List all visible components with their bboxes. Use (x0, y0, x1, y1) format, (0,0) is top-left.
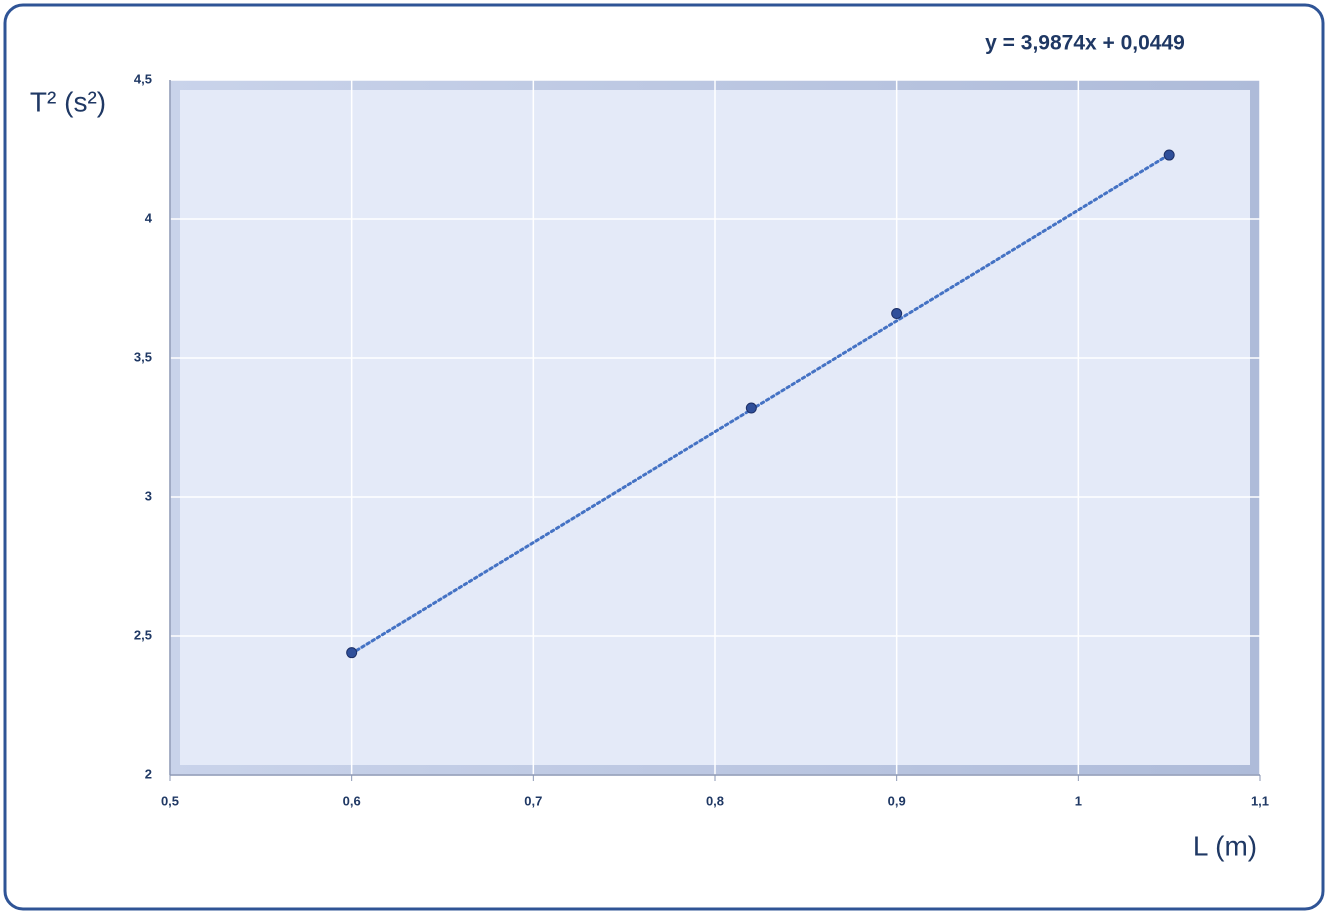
y-tick-label: 4,5 (134, 71, 152, 86)
y-tick-label: 2 (145, 766, 152, 781)
y-axis-title: T² (s²) (30, 86, 106, 117)
y-tick-label: 2,5 (134, 627, 152, 642)
x-tick-label: 1,1 (1251, 793, 1269, 808)
grid: 2 2,5 3 3,5 4 4,5 0,5 0,6 0,7 0,8 0,9 1 1,1 (134, 71, 1269, 808)
y-tick-label: 4 (145, 210, 153, 225)
marks (346, 149, 1175, 659)
x-tick-label: 0,5 (161, 793, 179, 808)
x-tick-label: 0,9 (888, 793, 906, 808)
x-tick-label: 0,7 (524, 793, 542, 808)
y-tick-label: 3 (145, 488, 152, 503)
data-point (745, 402, 757, 414)
y-tick-label: 3,5 (134, 349, 152, 364)
data-point (891, 308, 903, 320)
x-tick-label: 0,8 (706, 793, 724, 808)
data-point (346, 647, 358, 659)
trendline (350, 153, 1171, 655)
x-tick-label: 1 (1075, 793, 1082, 808)
data-point (1163, 149, 1175, 161)
x-tick-label: 0,6 (343, 793, 361, 808)
trendline-equation: y = 3,9874x + 0,0449 (985, 32, 1185, 55)
x-axis-title: L (m) (1193, 830, 1257, 861)
